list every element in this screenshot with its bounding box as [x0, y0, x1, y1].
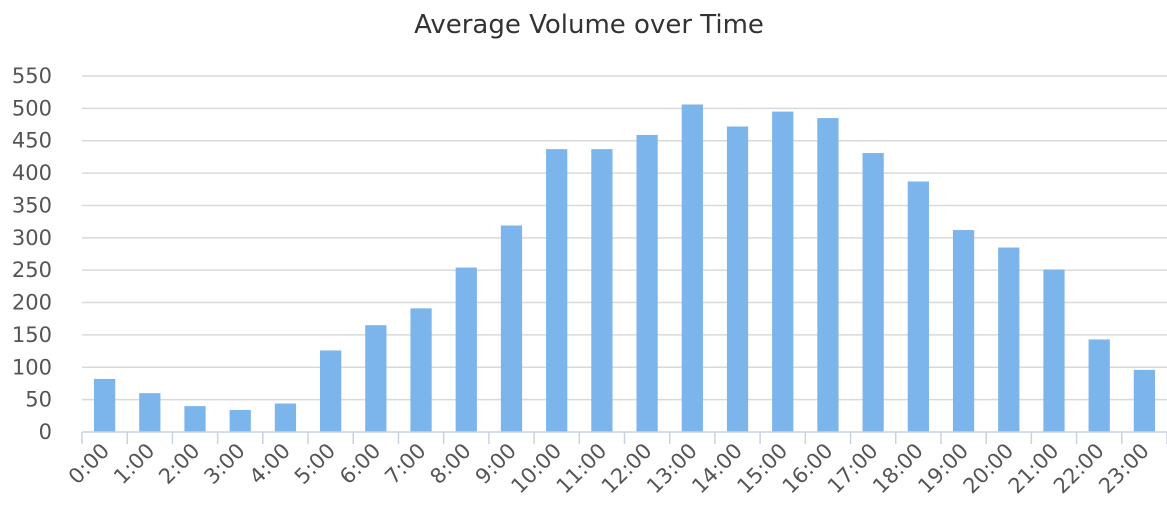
bar [320, 350, 342, 432]
bar [410, 308, 432, 432]
bar [681, 104, 703, 432]
y-tick-label: 0 [39, 420, 52, 444]
bar [546, 149, 568, 432]
x-tick-label: 10:00 [506, 439, 566, 499]
x-tick-label: 0:00 [64, 439, 114, 489]
y-tick-label: 550 [12, 64, 52, 88]
y-tick-label: 450 [12, 129, 52, 153]
bar [907, 181, 929, 432]
x-tick-label: 1:00 [109, 439, 159, 489]
y-axis-ticks: 0 50 100 150 200 250 300 350 400 450 500 550 [12, 64, 52, 444]
y-tick-label: 300 [12, 226, 52, 250]
bar [365, 325, 387, 432]
x-tick-label: 21:00 [1004, 439, 1064, 499]
bar [1088, 339, 1110, 432]
x-tick-label: 19:00 [913, 439, 973, 499]
x-tick-label: 11:00 [552, 439, 612, 499]
y-tick-label: 50 [25, 388, 52, 412]
bar [1133, 369, 1156, 432]
bar [772, 111, 794, 432]
x-tick-label: 18:00 [868, 439, 928, 499]
bar [455, 267, 477, 432]
x-tick-label: 14:00 [687, 439, 747, 499]
y-tick-label: 350 [12, 193, 52, 217]
x-tick-label: 13:00 [642, 439, 702, 499]
x-tick-label: 15:00 [732, 439, 792, 499]
chart-title: Average Volume over Time [414, 10, 764, 40]
bar [726, 126, 749, 432]
x-tick-label: 3:00 [199, 439, 249, 489]
y-tick-label: 500 [12, 96, 52, 120]
x-tick-label: 17:00 [823, 439, 883, 499]
gridlines [82, 75, 1167, 401]
bar [1043, 269, 1065, 432]
x-tick-label: 23:00 [1094, 439, 1154, 499]
x-tick-label: 2:00 [154, 439, 204, 489]
y-tick-label: 200 [12, 291, 52, 315]
bar [636, 134, 658, 432]
bar [184, 406, 206, 432]
y-tick-label: 250 [12, 258, 52, 282]
bar [500, 225, 523, 432]
x-tick-label: 5:00 [290, 439, 340, 489]
bar [93, 378, 116, 432]
bar [229, 409, 251, 432]
x-tick-label: 20:00 [959, 439, 1019, 499]
x-tick-label: 4:00 [245, 439, 295, 489]
y-tick-label: 150 [12, 323, 52, 347]
x-axis-ticks: 0:001:002:003:004:005:006:007:008:009:00… [64, 439, 1154, 499]
x-tick-label: 8:00 [425, 439, 475, 489]
bar [591, 149, 613, 432]
x-tick-label: 12:00 [597, 439, 657, 499]
x-tick-label: 6:00 [335, 439, 385, 489]
bar [139, 393, 161, 432]
y-tick-label: 400 [12, 161, 52, 185]
bar [817, 118, 839, 432]
bar [952, 230, 975, 432]
x-tick-label: 7:00 [380, 439, 430, 489]
bar [274, 403, 297, 432]
bar [998, 247, 1020, 432]
y-tick-label: 100 [12, 355, 52, 379]
x-tick-label: 16:00 [778, 439, 838, 499]
x-tick-label: 22:00 [1049, 439, 1109, 499]
bars [93, 104, 1156, 432]
x-axis [81, 431, 1167, 444]
bar [862, 153, 884, 432]
